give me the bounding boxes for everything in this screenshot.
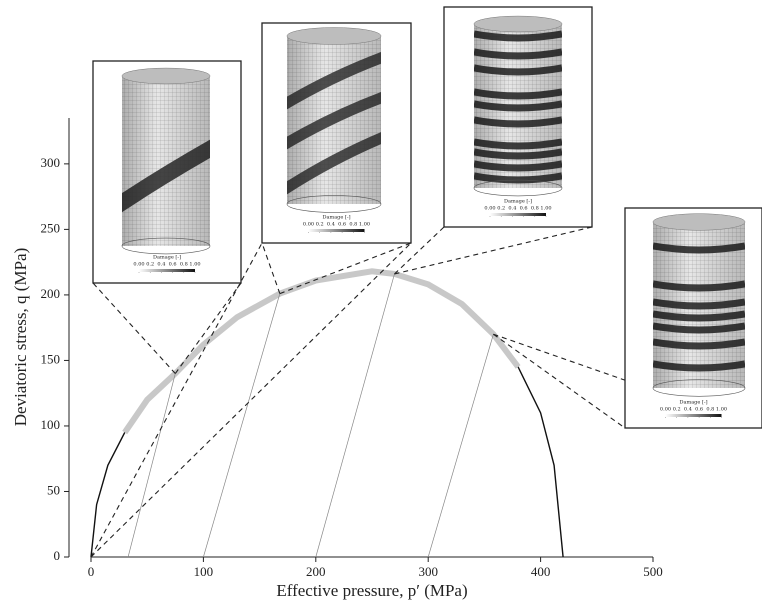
cylinder-top <box>474 16 562 32</box>
connector <box>394 227 592 274</box>
y-tick-label: 100 <box>41 417 61 432</box>
line <box>128 374 175 557</box>
y-tick-label: 300 <box>41 155 61 170</box>
colorbar <box>666 414 722 417</box>
x-tick-label: 0 <box>88 564 95 579</box>
cylinder-shade <box>122 76 210 246</box>
colorbar-tick-label: 0.8 <box>706 407 714 413</box>
cylinder-shade <box>653 222 745 388</box>
y-tick-label: 250 <box>41 220 61 235</box>
colorbar-tick-label: 0.00 <box>303 222 314 228</box>
colorbar <box>490 213 546 216</box>
colorbar-tick-label: 1.00 <box>189 262 200 268</box>
line <box>428 334 493 557</box>
colorbar-tick-label: 0.8 <box>531 206 539 212</box>
colorbar-label: Damage [-] <box>322 215 350 221</box>
colorbar-tick-label: 0.2 <box>673 407 681 413</box>
x-tick-label: 500 <box>643 564 663 579</box>
connector <box>493 334 625 428</box>
line <box>125 271 518 432</box>
x-tick-label: 400 <box>531 564 551 579</box>
colorbar-tick-label: 0.00 <box>133 262 144 268</box>
colorbar-tick-label: 0.8 <box>349 222 357 228</box>
x-axis-label: Effective pressure, p′ (MPa) <box>276 581 467 600</box>
y-tick-label: 50 <box>47 482 60 497</box>
colorbar-tick-label: 0.2 <box>146 262 154 268</box>
chart: Effective pressure, p′ (MPa) Deviatoric … <box>0 0 762 605</box>
y-tick-label: 200 <box>41 286 61 301</box>
colorbar-label: Damage [-] <box>504 199 532 205</box>
x-tick-label: 200 <box>306 564 326 579</box>
cylinder-shade <box>474 24 562 188</box>
y-tick-label: 150 <box>41 351 61 366</box>
colorbar <box>309 229 365 232</box>
colorbar-tick-label: 1.00 <box>540 206 551 212</box>
colorbar-tick-label: 0.4 <box>508 206 516 212</box>
line <box>316 274 395 557</box>
line <box>91 271 563 557</box>
colorbar-tick-label: 0.00 <box>660 407 671 413</box>
colorbar-tick-label: 0.6 <box>338 222 346 228</box>
colorbar-tick-label: 0.00 <box>484 206 495 212</box>
colorbar-tick-label: 0.2 <box>497 206 505 212</box>
colorbar-tick-label: 0.2 <box>316 222 324 228</box>
connector <box>93 283 175 374</box>
x-tick-label: 100 <box>194 564 214 579</box>
colorbar-label: Damage [-] <box>679 400 707 406</box>
connector <box>262 243 280 294</box>
colorbar-tick-label: 0.8 <box>180 262 188 268</box>
cylinder-top <box>287 28 381 45</box>
colorbar-tick-label: 0.6 <box>695 407 703 413</box>
y-axis-label: Deviatoric stress, q (MPa) <box>11 248 30 426</box>
connector <box>91 243 411 557</box>
colorbar-tick-label: 1.00 <box>716 407 727 413</box>
colorbar <box>139 269 195 272</box>
cylinder-top <box>653 214 745 231</box>
colorbar-tick-label: 0.4 <box>684 407 692 413</box>
colorbar-tick-label: 0.4 <box>327 222 335 228</box>
colorbar-tick-label: 0.4 <box>157 262 165 268</box>
colorbar-tick-label: 0.6 <box>169 262 177 268</box>
colorbar-tick-label: 0.6 <box>520 206 528 212</box>
cylinder-shade <box>287 36 381 204</box>
cylinder-top <box>122 68 210 84</box>
colorbar-label: Damage [-] <box>153 255 181 261</box>
colorbar-tick-label: 1.00 <box>359 222 370 228</box>
x-tick-label: 300 <box>418 564 438 579</box>
y-tick-label: 0 <box>54 548 61 563</box>
